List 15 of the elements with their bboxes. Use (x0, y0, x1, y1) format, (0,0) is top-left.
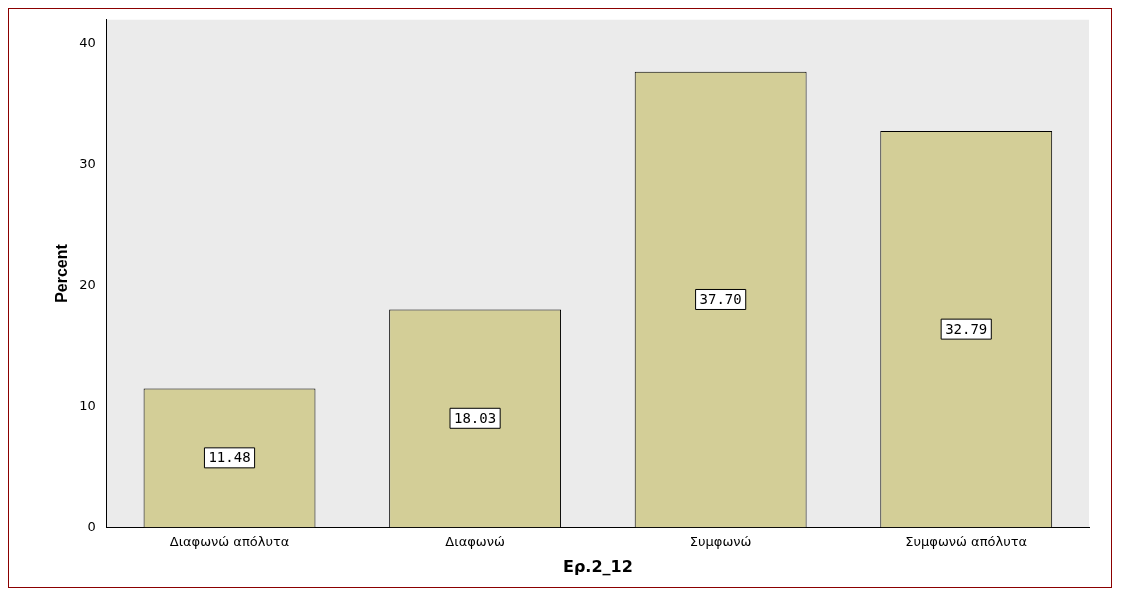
data-label: 11.48 (208, 449, 251, 466)
y-tick-label: 40 (79, 35, 96, 51)
x-tick-label: Διαφωνώ (445, 534, 505, 550)
y-axis-title: Percent (53, 243, 71, 303)
y-tick-label: 0 (87, 518, 96, 534)
x-tick-label: Διαφωνώ απόλυτα (169, 534, 290, 550)
y-tick-label: 20 (79, 276, 96, 292)
y-tick-label: 30 (79, 156, 96, 172)
data-label: 18.03 (454, 409, 497, 426)
data-label: 32.79 (945, 320, 988, 337)
y-tick-label: 10 (79, 397, 96, 413)
x-tick-label: Συμφωνώ απόλυτα (905, 534, 1028, 550)
x-tick-label: Συμφωνώ (689, 534, 752, 550)
data-label: 37.70 (699, 291, 742, 308)
x-axis-title: Ερ.2_12 (562, 556, 633, 576)
